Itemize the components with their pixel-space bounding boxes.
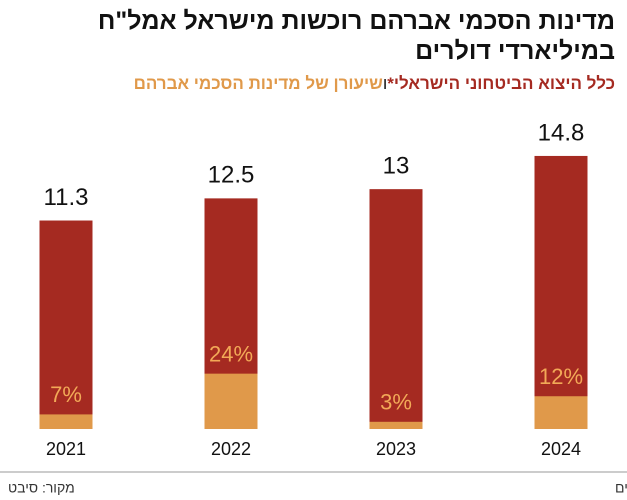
share-label: 24% [209, 341, 253, 366]
value-label: 14.8 [538, 119, 585, 146]
chart-title: מדינות הסכמי אברהם רוכשות מישראל אמל"ח [97, 7, 615, 35]
chart-subtitle: במיליארדי דולרים [415, 37, 615, 65]
share-label: 7% [50, 382, 82, 407]
bar-share [534, 396, 588, 429]
value-label: 11.3 [44, 184, 89, 211]
bar [534, 155, 588, 429]
legend-entry: כלל היצוא הביטחוני הישראלי* [387, 74, 615, 93]
share-label: 3% [380, 390, 412, 415]
source: מקור: סיבט [8, 480, 75, 496]
bar [369, 189, 423, 429]
x-tick-label: 2022 [211, 439, 251, 459]
footnote: *במיליארדי דולרים [615, 480, 627, 496]
legend-entry: שיעורן של מדינות הסכמי אברהם [133, 74, 383, 93]
bar-share [39, 414, 93, 429]
value-label: 13 [383, 152, 410, 179]
value-label: 12.5 [208, 162, 255, 189]
x-tick-label: 2024 [541, 439, 581, 459]
bar-share [369, 421, 423, 429]
x-tick-label: 2023 [376, 439, 416, 459]
x-tick-label: 2021 [46, 439, 86, 459]
header: מדינות הסכמי אברהם רוכשות מישראל אמל"ח ב… [10, 6, 615, 94]
legend: כלל היצוא הביטחוני הישראלי*ושיעורן של מד… [10, 74, 615, 94]
bar [39, 220, 93, 429]
legend-connector: ו [382, 74, 388, 93]
share-label: 12% [539, 364, 583, 389]
bar-share [204, 373, 258, 429]
